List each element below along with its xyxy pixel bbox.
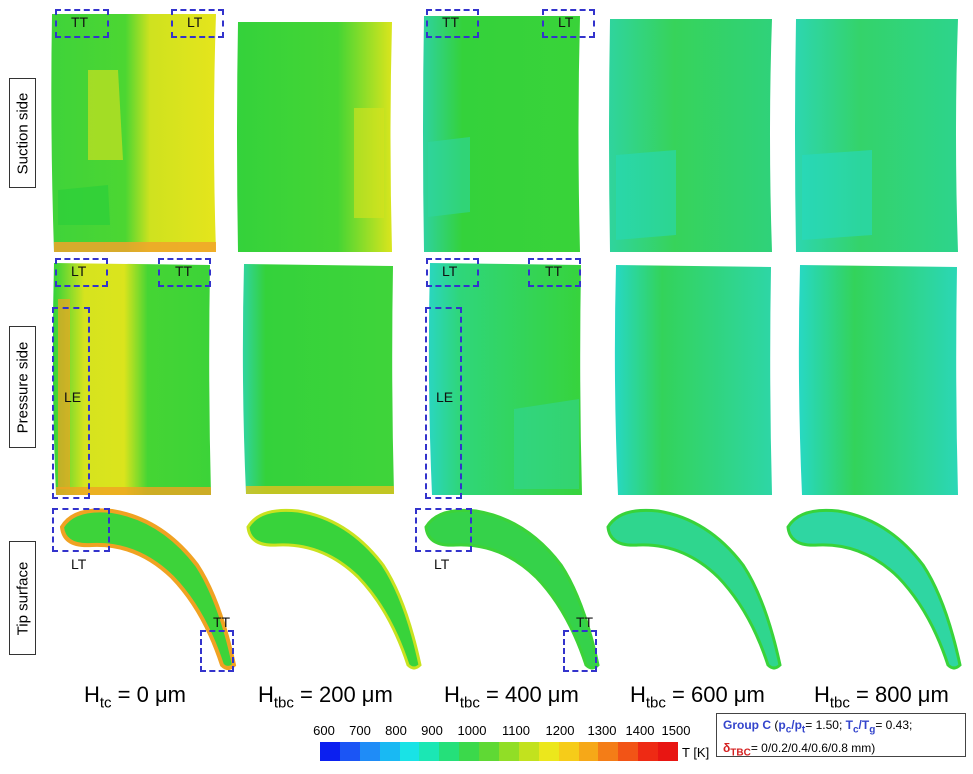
colorbar-swatch [320, 742, 340, 761]
tt-box-suction-3 [426, 9, 479, 38]
tt-label-suction-3: TT [442, 14, 460, 30]
column-label-3: Htbc = 400 μm [444, 682, 579, 712]
tip-panel-3 [416, 505, 604, 675]
colorbar-swatch [638, 742, 659, 761]
colorbar-tick: 1400 [625, 723, 655, 738]
group-legend: Group C (pc/pt= 1.50; Tc/Tg= 0.43; δTBC=… [716, 713, 966, 759]
colorbar-tick: 600 [313, 723, 335, 738]
colorbar-tick: 900 [421, 723, 443, 738]
row-label-pressure-text: Pressure side [14, 341, 31, 433]
legend-line-1: Group C (pc/pt= 1.50; Tc/Tg= 0.43; [723, 718, 913, 736]
suction-panel-5 [792, 15, 962, 255]
lt-label-tip-3: LT [434, 556, 450, 572]
lt-label-pressure-1: LT [71, 263, 87, 279]
pressure-panel-4 [610, 261, 776, 499]
colorbar-swatch [439, 742, 460, 761]
tt-label-tip-1: TT [213, 614, 231, 630]
colorbar-swatch [598, 742, 619, 761]
colorbar-tick: 1000 [457, 723, 487, 738]
row-label-suction: Suction side [9, 78, 36, 188]
suction-panel-2 [234, 18, 396, 255]
lt-box-pressure-1 [55, 258, 108, 287]
colorbar-tick: 800 [385, 723, 407, 738]
lt-box-pressure-3 [426, 258, 479, 287]
pressure-panel-2 [238, 260, 398, 498]
colorbar-tick: 1200 [545, 723, 575, 738]
pressure-panel-1 [48, 259, 216, 499]
colorbar-swatch [479, 742, 500, 761]
le-label-pressure-3: LE [436, 389, 454, 405]
row-label-tip-text: Tip surface [14, 561, 32, 635]
tip-panel-4 [598, 505, 786, 675]
tt-label-tip-3: TT [576, 614, 594, 630]
colorbar-swatch [578, 742, 599, 761]
lt-label-tip-1: LT [71, 556, 87, 572]
colorbar-swatch [618, 742, 639, 761]
colorbar-swatch [538, 742, 559, 761]
colorbar-ticks: 600 700 800 900 1000 1100 1200 1300 1400… [313, 723, 690, 739]
colorbar-tick: 1300 [587, 723, 617, 738]
tt-box-tip-1 [200, 630, 234, 672]
pressure-panel-3 [424, 259, 586, 499]
tip-panel-2 [238, 505, 426, 675]
pressure-panel-5 [794, 261, 962, 499]
colorbar-tick: 1100 [502, 723, 530, 738]
lt-label-pressure-3: LT [442, 263, 458, 279]
colorbar [320, 742, 679, 761]
column-label-4: Htbc = 600 μm [630, 682, 765, 712]
lt-label-suction-3: LT [558, 14, 574, 30]
legend-line-2: δTBC= 0/0.2/0.4/0.6/0.8 mm) [723, 741, 876, 759]
tip-panel-1 [52, 505, 240, 675]
lt-box-tip-3 [415, 508, 472, 552]
colorbar-swatch [339, 742, 360, 761]
colorbar-tick: 700 [349, 723, 371, 738]
suction-panel-3 [420, 12, 584, 255]
colorbar-unit: T [K] [682, 745, 710, 760]
column-label-1: Htc = 0 μm [84, 682, 186, 712]
column-label-5: Htbc = 800 μm [814, 682, 949, 712]
colorbar-swatch [399, 742, 420, 761]
suction-panel-1 [48, 10, 220, 255]
tt-box-suction-1 [55, 9, 109, 38]
colorbar-swatch [419, 742, 440, 761]
tt-box-pressure-3 [528, 258, 581, 287]
colorbar-swatch [379, 742, 400, 761]
tt-label-pressure-1: TT [175, 263, 193, 279]
le-box-pressure-1 [52, 307, 90, 499]
row-label-pressure: Pressure side [9, 326, 36, 448]
le-box-pressure-3 [425, 307, 462, 499]
tip-panel-5 [778, 505, 966, 675]
colorbar-swatch [558, 742, 579, 761]
colorbar-swatch [518, 742, 539, 761]
tt-label-pressure-3: TT [545, 263, 563, 279]
lt-box-tip-1 [52, 508, 110, 552]
le-label-pressure-1: LE [64, 389, 82, 405]
column-label-2: Htbc = 200 μm [258, 682, 393, 712]
colorbar-swatch [359, 742, 380, 761]
tt-box-tip-3 [563, 630, 597, 672]
suction-panel-4 [606, 15, 776, 255]
colorbar-tick: 1500 [661, 723, 691, 738]
tt-box-pressure-1 [158, 258, 211, 287]
colorbar-swatch [658, 742, 679, 761]
lt-box-suction-3 [542, 9, 595, 38]
tt-label-suction-1: TT [71, 14, 89, 30]
row-label-suction-text: Suction side [14, 92, 31, 174]
row-label-tip: Tip surface [9, 541, 36, 655]
lt-box-suction-1 [171, 9, 224, 38]
colorbar-swatch [459, 742, 480, 761]
lt-label-suction-1: LT [187, 14, 203, 30]
colorbar-swatch [499, 742, 519, 761]
